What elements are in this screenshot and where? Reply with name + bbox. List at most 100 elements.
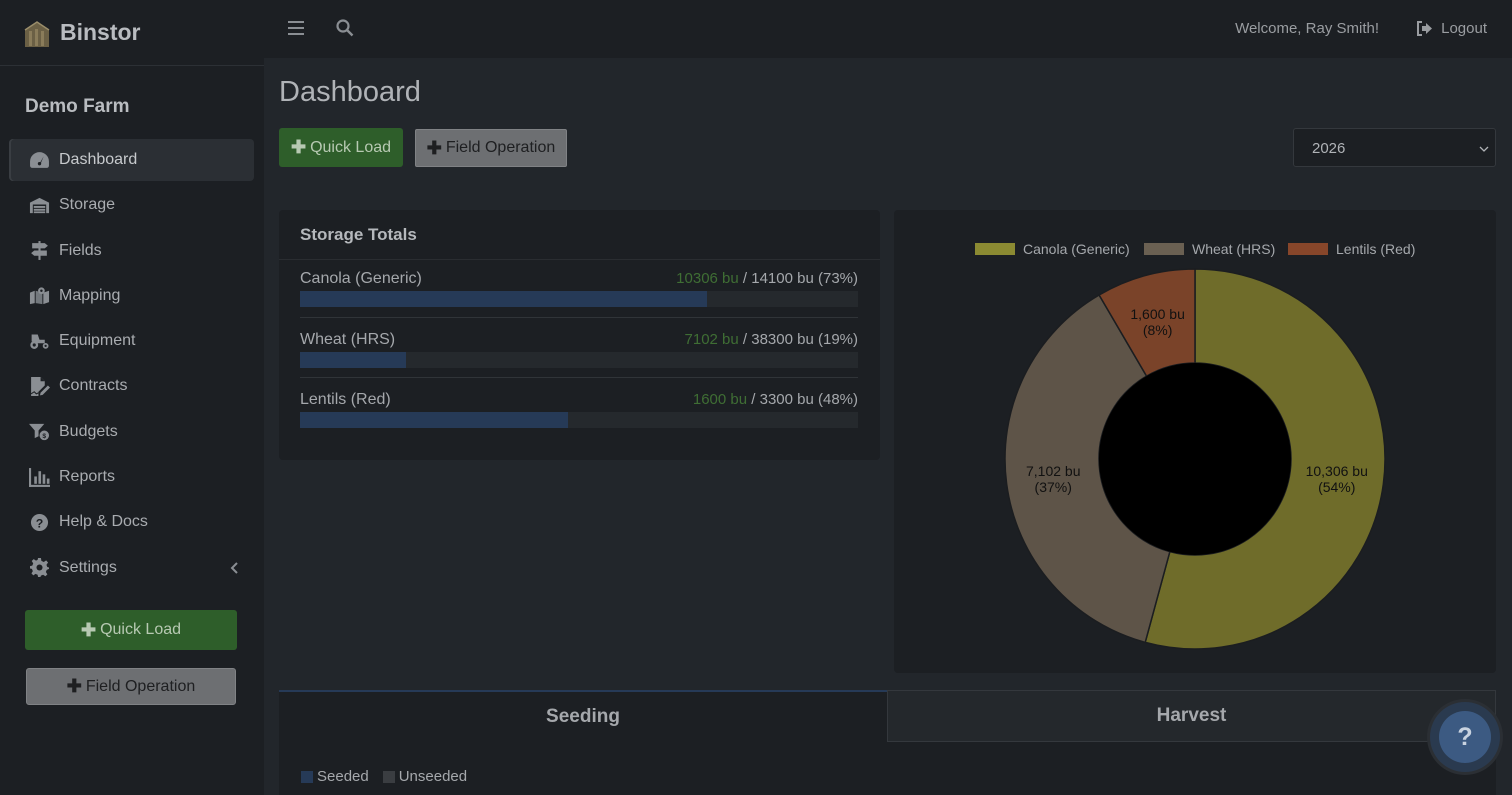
signpost-icon (28, 241, 50, 261)
storage-row-name: Canola (Generic) (300, 270, 422, 287)
sidebar-item-mapping[interactable]: Mapping (9, 275, 254, 317)
legend-swatch (1288, 243, 1328, 255)
field-operation-button[interactable]: ✚ Field Operation (415, 129, 567, 167)
gear-icon (28, 558, 50, 578)
tab-harvest[interactable]: Harvest (887, 690, 1496, 742)
sidebar-item-fields[interactable]: Fields (9, 230, 254, 272)
legend-label: Lentils (Red) (1336, 241, 1415, 257)
storage-chart-card: Canola (Generic) Wheat (HRS) Lentils (Red)… (894, 210, 1496, 673)
storage-progress-fill (300, 291, 708, 307)
storage-progress-track (300, 291, 858, 307)
field-operation-label: Field Operation (445, 139, 556, 156)
plus-icon: ✚ (426, 137, 442, 158)
sidebar-nav: Dashboard Storage Fields Mapping Equipme… (0, 139, 264, 592)
logout-icon (1417, 21, 1433, 36)
legend-swatch (301, 770, 313, 783)
budget-icon: $ (28, 422, 50, 442)
legend-label: Wheat (HRS) (1192, 241, 1275, 257)
legend-item[interactable]: Lentils (Red) (1288, 241, 1415, 257)
sidebar-item-dashboard[interactable]: Dashboard (9, 139, 254, 181)
plus-icon: ✚ (290, 137, 307, 157)
slice-data-label: (8%) (1143, 322, 1173, 338)
sidebar-item-equipment[interactable]: Equipment (9, 320, 254, 362)
operations-tabs: Seeding Harvest Seeded Unseeded (279, 690, 1496, 795)
sidebar-item-label: Fields (59, 241, 102, 259)
sidebar-quick-load-button[interactable]: ✚ Quick Load (25, 610, 237, 650)
sidebar-item-label: Dashboard (59, 151, 138, 168)
legend-label: Seeded (317, 768, 369, 785)
question-icon: ? (28, 512, 50, 532)
storage-totals-title: Storage Totals (279, 210, 880, 260)
tab-seeding[interactable]: Seeding (279, 690, 887, 742)
storage-donut-chart: Canola (Generic) Wheat (HRS) Lentils (Red)… (975, 241, 1415, 650)
silo-logo-icon (24, 20, 50, 47)
brand[interactable]: Binstor (0, 0, 264, 66)
storage-row: Lentils (Red) 1600 bu / 3300 bu (48%) (300, 377, 858, 437)
help-button[interactable]: ? (1430, 702, 1500, 772)
year-select-value: 2026 (1312, 140, 1346, 157)
sidebar-item-budgets[interactable]: $ Budgets (9, 411, 254, 453)
contract-icon (28, 376, 50, 396)
seeding-legend: Seeded Unseeded (301, 768, 481, 785)
sidebar-item-label: Reports (59, 468, 116, 486)
storage-row-amount: 10306 bu / 14100 bu (73%) (676, 270, 858, 287)
storage-row-name: Lentils (Red) (300, 391, 391, 408)
legend-item[interactable]: Wheat (HRS) (1144, 241, 1275, 257)
storage-progress-track (300, 352, 858, 368)
storage-progress-track (300, 412, 858, 428)
legend-item-unseeded: Unseeded (382, 768, 467, 785)
chevron-left-icon[interactable] (230, 561, 240, 575)
chart-icon (28, 467, 50, 487)
sidebar-item-storage[interactable]: Storage (9, 184, 254, 226)
storage-row-stored: 7102 bu (684, 331, 739, 348)
sidebar-item-reports[interactable]: Reports (9, 456, 254, 498)
storage-row: Canola (Generic) 10306 bu / 14100 bu (73… (300, 264, 858, 324)
storage-row-stored: 10306 bu (676, 270, 739, 287)
legend-item-seeded: Seeded (301, 768, 369, 785)
dashboard-icon (28, 150, 50, 170)
donut-hole (1099, 363, 1291, 555)
plus-icon: ✚ (66, 676, 82, 696)
year-select[interactable]: 2026 (1293, 128, 1496, 167)
legend-swatch (382, 770, 395, 783)
slice-data-label: 7,102 bu (1026, 463, 1081, 479)
sidebar-item-label: Equipment (59, 332, 136, 350)
sidebar-item-contracts[interactable]: Contracts (9, 365, 254, 407)
legend-item[interactable]: Canola (Generic) (975, 241, 1130, 257)
plus-icon: ✚ (80, 619, 97, 640)
page-title: Dashboard (279, 76, 421, 108)
quick-load-button[interactable]: ✚ Quick Load (279, 128, 403, 167)
sidebar-item-help-docs[interactable]: ? Help & Docs (9, 501, 254, 543)
sidebar-field-operation-label: Field Operation (85, 677, 196, 695)
brand-name: Binstor (60, 19, 141, 45)
sidebar-item-label: Storage (59, 196, 116, 214)
map-icon (28, 286, 50, 306)
storage-totals-card: Storage Totals Canola (Generic) 10306 bu… (279, 210, 880, 460)
slice-data-label: 1,600 bu (1130, 306, 1185, 322)
warehouse-icon (28, 195, 50, 215)
slice-data-label: (37%) (1035, 479, 1072, 495)
menu-icon[interactable] (288, 20, 304, 36)
sidebar-item-label: Mapping (59, 286, 121, 304)
sidebar-quick-load-label: Quick Load (100, 621, 182, 638)
search-icon[interactable] (336, 19, 354, 37)
sidebar-item-settings[interactable]: Settings (9, 547, 254, 589)
storage-row-name: Wheat (HRS) (300, 331, 396, 348)
logout-link[interactable]: Logout (1416, 20, 1487, 37)
sidebar-item-label: Budgets (59, 422, 118, 440)
svg-text:?: ? (35, 516, 43, 530)
slice-data-label: 10,306 bu (1306, 463, 1368, 479)
topbar: Welcome, Ray Smith! Logout (264, 0, 1512, 58)
storage-row-capacity: / 14100 bu (73%) (738, 270, 858, 287)
legend-swatch (975, 243, 1015, 255)
chevron-down-icon (1479, 146, 1489, 152)
storage-row-amount: 7102 bu / 38300 bu (19%) (685, 331, 858, 348)
storage-row-capacity: / 3300 bu (48%) (747, 391, 858, 408)
storage-row-stored: 1600 bu (692, 391, 748, 408)
farm-name: Demo Farm (25, 96, 130, 117)
storage-row-amount: 1600 bu / 3300 bu (48%) (693, 391, 858, 408)
logout-label: Logout (1441, 20, 1487, 37)
svg-text:$: $ (42, 433, 46, 440)
help-question-icon: ? (1439, 711, 1491, 763)
sidebar-field-operation-button[interactable]: ✚ Field Operation (26, 668, 236, 705)
